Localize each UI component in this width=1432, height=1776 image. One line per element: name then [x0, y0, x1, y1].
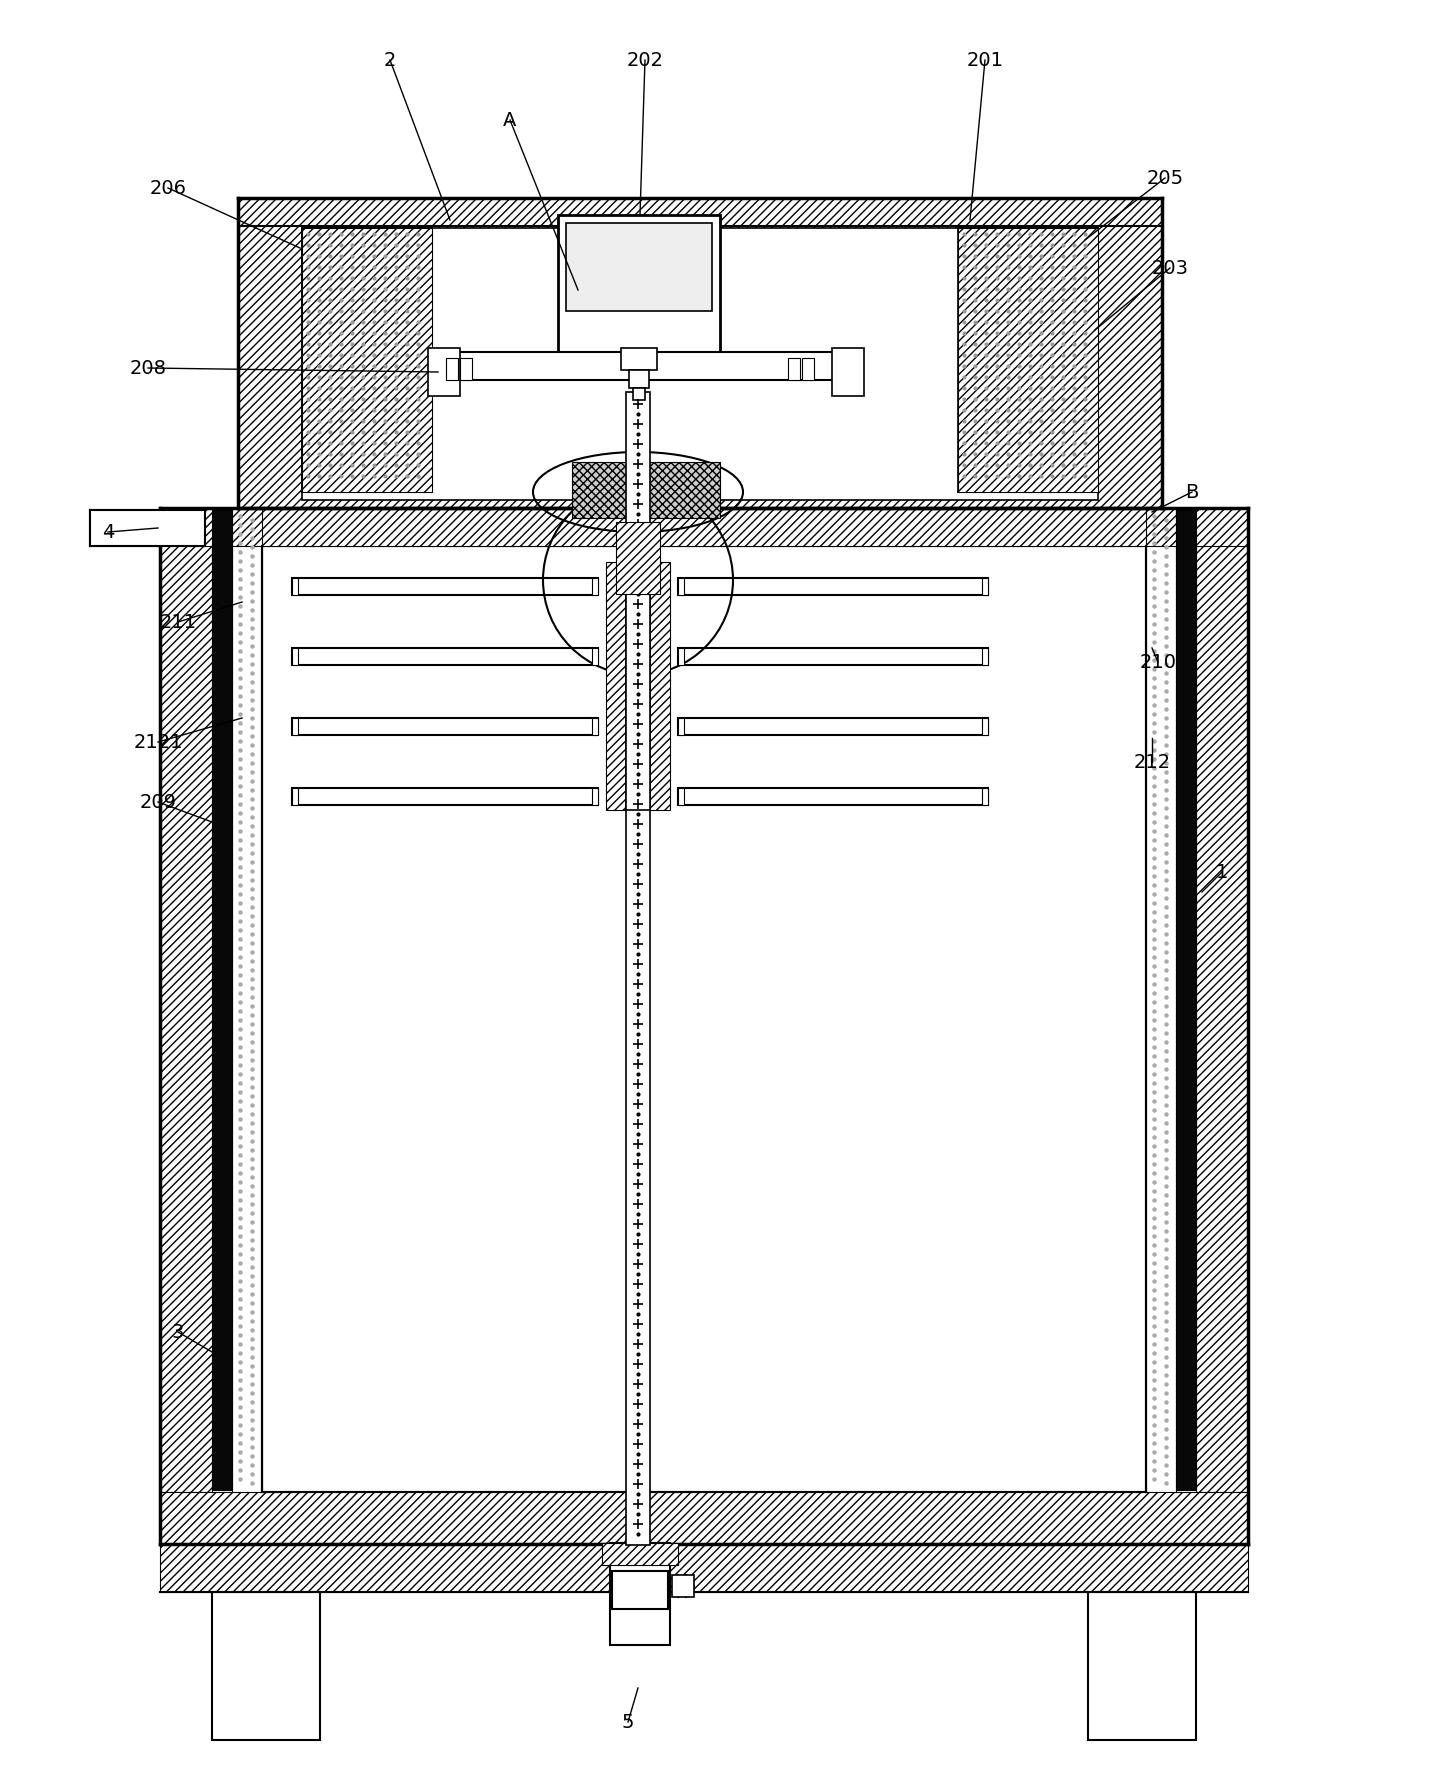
Bar — [292, 789, 599, 805]
Bar — [558, 215, 720, 359]
Bar — [160, 508, 1249, 545]
Bar — [982, 718, 988, 735]
Bar — [802, 359, 813, 380]
Bar — [633, 387, 644, 400]
Bar — [591, 718, 599, 735]
Text: 3: 3 — [172, 1323, 185, 1341]
Bar — [566, 224, 712, 311]
Bar — [212, 510, 232, 1490]
Bar — [677, 718, 988, 735]
Bar — [982, 648, 988, 664]
Bar — [591, 789, 599, 805]
Bar — [90, 510, 205, 545]
Bar — [1196, 508, 1249, 1492]
Bar — [672, 1575, 695, 1597]
Bar — [677, 577, 684, 595]
Bar — [982, 789, 988, 805]
Bar — [571, 462, 720, 519]
Bar — [428, 348, 460, 396]
Text: 208: 208 — [129, 359, 166, 378]
Bar — [460, 359, 473, 380]
Text: 1: 1 — [1216, 863, 1229, 881]
Bar — [606, 561, 670, 810]
Bar — [160, 1543, 1249, 1591]
Bar — [616, 522, 660, 593]
Bar — [611, 1572, 667, 1609]
Bar — [677, 648, 988, 664]
Bar — [677, 648, 684, 664]
Bar — [832, 348, 863, 396]
Bar — [982, 577, 988, 595]
Text: 212: 212 — [1134, 753, 1170, 771]
Text: 2121: 2121 — [133, 732, 183, 751]
Text: 202: 202 — [627, 50, 663, 69]
Bar — [591, 648, 599, 664]
Bar — [626, 392, 650, 1545]
Text: 201: 201 — [967, 50, 1004, 69]
Bar — [212, 1591, 319, 1740]
Bar — [677, 718, 684, 735]
Bar — [677, 577, 988, 595]
Bar — [262, 545, 1146, 1492]
Bar — [302, 227, 432, 492]
Bar — [677, 789, 988, 805]
Text: A: A — [503, 110, 517, 130]
Bar — [1088, 1591, 1196, 1740]
Bar — [626, 561, 650, 810]
Text: 206: 206 — [149, 179, 186, 197]
Bar — [160, 1492, 1249, 1543]
Bar — [292, 577, 599, 595]
Bar — [1176, 510, 1196, 1490]
Bar — [238, 197, 1161, 508]
Bar — [788, 359, 800, 380]
Bar — [445, 359, 458, 380]
Bar — [677, 789, 684, 805]
Text: 210: 210 — [1140, 652, 1177, 671]
Text: 4: 4 — [102, 522, 115, 542]
Bar — [438, 352, 853, 380]
Bar — [591, 577, 599, 595]
Bar — [621, 348, 657, 369]
Text: 209: 209 — [139, 792, 176, 812]
Bar — [292, 789, 298, 805]
Text: 203: 203 — [1151, 259, 1189, 277]
Text: 5: 5 — [621, 1712, 634, 1732]
Bar — [629, 369, 649, 387]
Bar — [160, 508, 212, 1492]
Bar — [292, 648, 298, 664]
Text: 211: 211 — [159, 613, 196, 632]
Bar — [292, 648, 599, 664]
Text: 205: 205 — [1147, 169, 1184, 188]
Bar — [292, 718, 599, 735]
Bar — [292, 718, 298, 735]
Text: B: B — [1186, 483, 1199, 501]
Bar — [302, 227, 1098, 501]
Bar — [292, 577, 298, 595]
Text: 2: 2 — [384, 50, 397, 69]
Bar — [610, 1543, 670, 1645]
Bar — [601, 1543, 677, 1565]
Bar — [958, 227, 1098, 492]
